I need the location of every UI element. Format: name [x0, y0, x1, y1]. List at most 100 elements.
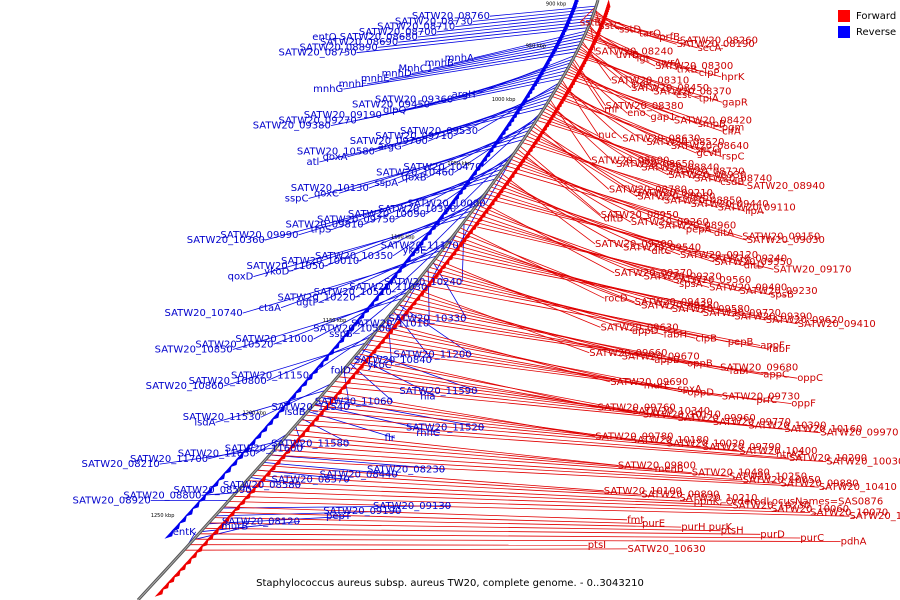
forward-leader-line: [398, 304, 721, 368]
reverse-leader-line: [232, 297, 404, 350]
forward-gene-label: SATW20_10200: [789, 453, 867, 464]
forward-feature: [458, 234, 468, 246]
forward-gene-label: SATW20_09800: [618, 460, 696, 471]
reverse-swatch: [838, 26, 850, 38]
reverse-gene-label: flr: [384, 433, 395, 444]
forward-feature: [221, 513, 231, 525]
forward-gene-label: SATW20_10160: [784, 424, 862, 435]
reverse-gene-label: SATW20_10740: [165, 308, 243, 319]
forward-gene-label: secG: [696, 145, 721, 156]
reverse-feature: [203, 485, 214, 496]
forward-swatch: [838, 10, 850, 22]
forward-feature: [296, 428, 307, 440]
reverse-feature: [428, 221, 437, 233]
reverse-feature: [455, 185, 464, 198]
reverse-leader-line: [308, 329, 378, 376]
forward-leader-line: [564, 73, 722, 129]
reverse-leader-line: [330, 78, 563, 126]
reverse-gene-label: SATW20_08690: [320, 37, 398, 48]
reverse-feature: [341, 327, 351, 339]
forward-gene-label: SATW20_10480: [692, 468, 770, 479]
forward-feature: [539, 121, 548, 134]
reverse-leader-line: [324, 204, 477, 267]
reverse-gene-label: SATW20_11530: [183, 412, 261, 423]
forward-gene-label: oppC: [797, 373, 823, 384]
reverse-feature: [177, 513, 188, 525]
forward-gene-label: SATW20_08300: [655, 61, 733, 72]
reverse-gene-label: qoxB: [402, 173, 427, 184]
forward-feature: [525, 143, 534, 155]
forward-leader-line: [577, 50, 677, 96]
tick-label: 1050 kbp: [447, 161, 471, 167]
forward-gene-label: htrA2: [776, 450, 804, 461]
forward-leader-line: [473, 208, 674, 281]
forward-gene-label: fabF: [769, 344, 791, 355]
forward-gene-label: SATW20_09660: [589, 348, 667, 359]
forward-gene-label: appC: [763, 370, 789, 381]
forward-gene-label: murE: [644, 381, 671, 392]
reverse-feature: [282, 396, 292, 408]
forward-gene-label: lipA: [745, 206, 764, 217]
forward-gene-label: SATW20_10100: [604, 486, 682, 497]
forward-gene-label: uvrA: [658, 57, 681, 68]
forward-gene-label: SATW20_08380: [606, 101, 684, 112]
forward-gene-label: appB: [654, 355, 680, 366]
forward-feature: [277, 450, 287, 462]
forward-leader-line: [246, 480, 694, 503]
forward-leader-line: [269, 454, 781, 484]
reverse-gene-label: ctaA: [259, 303, 282, 314]
forward-gene-label: SATW20_09240: [709, 253, 787, 264]
reverse-gene-label: SATW20_10510: [314, 287, 392, 298]
forward-gene-label: menB: [655, 464, 684, 475]
reverse-gene-label: SATW20_09360: [375, 95, 453, 106]
forward-gene-label: uvrB: [616, 50, 639, 61]
forward-gene-label: pepB: [728, 337, 754, 348]
forward-gene-label: purE: [642, 519, 665, 530]
forward-leader-line: [465, 219, 740, 292]
forward-feature: [329, 391, 339, 402]
reverse-feature: [443, 200, 453, 212]
reverse-gene-label: SATW20_09130: [373, 501, 451, 512]
forward-feature: [556, 95, 564, 108]
forward-leader-line: [208, 522, 721, 532]
forward-gene-label: SATW20_09120: [680, 250, 758, 261]
reverse-gene-label: murB: [221, 522, 248, 533]
forward-leader-line: [556, 87, 671, 147]
reverse-gene-label: SATW20_09810: [285, 220, 363, 231]
forward-gene-label: SATW20_08720: [667, 166, 745, 177]
forward-leader-line: [551, 95, 722, 158]
forward-gene-label: hprK: [721, 72, 745, 83]
reverse-feature: [276, 403, 286, 414]
reverse-gene-label: SATW20_08710: [377, 22, 455, 33]
forward-feature: [419, 282, 429, 294]
reverse-gene-label: SATW20_09270: [279, 115, 357, 126]
reverse-gene-label: trpS: [311, 225, 332, 236]
reverse-feature: [331, 340, 341, 351]
reverse-leader-line: [201, 492, 237, 496]
reverse-feature: [375, 286, 385, 298]
reverse-feature: [309, 364, 319, 376]
gene-features: [154, 0, 611, 597]
forward-gene-label: SATW20_08600: [591, 155, 669, 166]
forward-leader-line: [479, 200, 615, 274]
forward-leader-line: [492, 182, 681, 256]
forward-gene-label: SATW20_10400: [739, 446, 817, 457]
forward-feature: [465, 225, 474, 237]
forward-gene-label: SATW20_09680: [720, 362, 798, 373]
forward-leader-line: [540, 113, 695, 179]
forward-leader-line: [536, 119, 747, 187]
reverse-leader-line: [387, 316, 393, 366]
reverse-feature: [419, 231, 429, 243]
reverse-gene-label: mnhF: [339, 79, 367, 90]
forward-leader-line: [265, 459, 819, 488]
tick-label: 1200 kbp: [243, 411, 267, 417]
forward-feature: [210, 525, 220, 536]
forward-feature: [247, 484, 257, 495]
forward-feature: [351, 365, 361, 376]
forward-feature: [393, 315, 402, 327]
forward-feature: [292, 434, 302, 445]
reverse-gene-label: SATW20_08570: [272, 475, 350, 486]
forward-gene-label: smpB: [698, 119, 726, 130]
reverse-feature: [293, 383, 303, 395]
reverse-gene-label: ykoC: [367, 360, 391, 371]
